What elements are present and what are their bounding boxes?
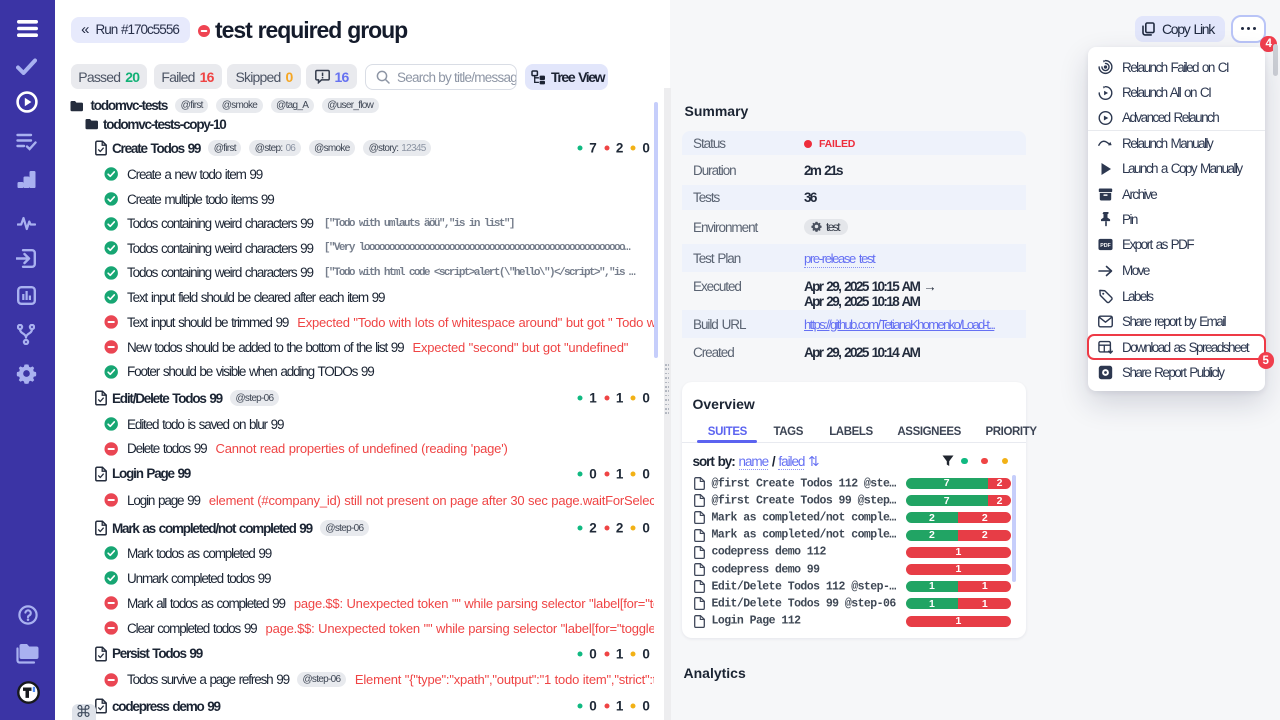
svg-text:PDF: PDF — [1100, 244, 1111, 250]
